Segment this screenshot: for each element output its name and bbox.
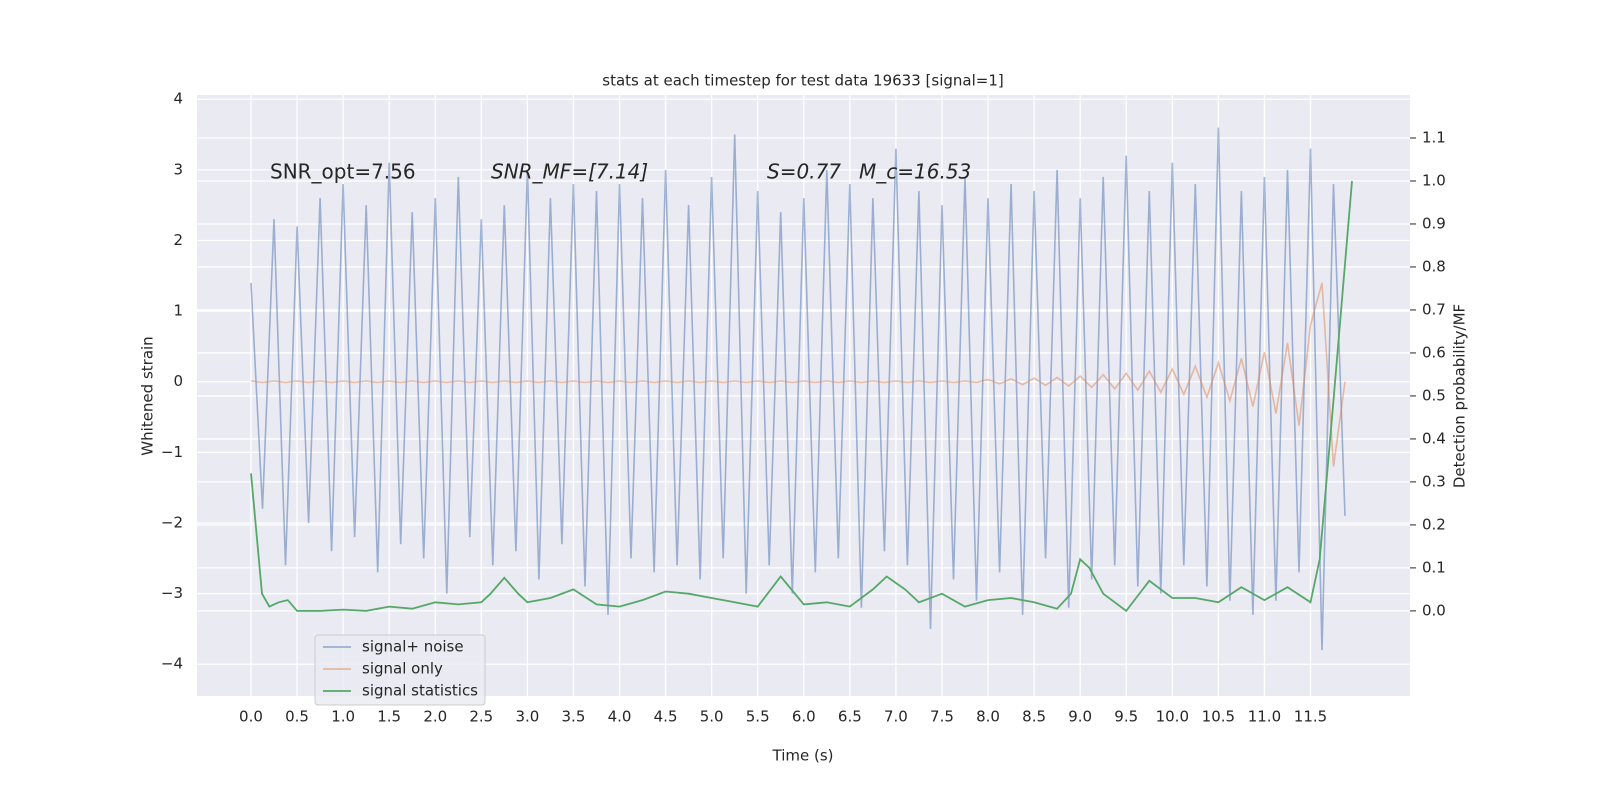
x-tick-label: 0.5 [285,708,309,726]
labels: 0.0 0.5 1.0 1.5 2.0 2.5 3.0 3.5 4.0 4.5 5.0 5.5 6.0 6… [161,90,1446,726]
legend-label: signal statistics [362,682,478,700]
x-tick-label: 6.0 [792,708,816,726]
y2-tick-label: 1.1 [1422,128,1446,146]
x-tick-label: 11.0 [1248,708,1281,726]
y-tick-label: 0 [173,372,183,390]
x-tick-label: 0.0 [239,708,263,726]
legend-label: signal+ noise [362,638,464,656]
x-tick-label: 10.5 [1202,708,1235,726]
y-tick-label: −1 [161,443,183,461]
x-tick-label: 2.5 [469,708,493,726]
legend-label: signal only [362,660,443,678]
marks [250,127,1353,651]
x-tick-label: 7.5 [930,708,954,726]
x-tick-label: 11.5 [1294,708,1327,726]
y2-tick-label: 0.9 [1422,214,1446,232]
y-tick-label: 1 [173,302,183,320]
y2-tick-label: 0.0 [1422,601,1446,619]
x-tick-label: 3.0 [515,708,539,726]
y2-tick-label: 0.6 [1422,343,1446,361]
y2-tick-label: 0.8 [1422,257,1446,275]
x-tick-label: 9.0 [1068,708,1092,726]
y2-axis-label: Detection probability/MF [1451,304,1469,488]
y-axis-label: Whitened strain [139,336,157,455]
x-tick-label: 10.0 [1156,708,1189,726]
annotation: S=0.77 [767,160,841,184]
y2-tick-label: 1.0 [1422,171,1446,189]
x-tick-label: 7.0 [884,708,908,726]
y2-tick-label: 0.2 [1422,515,1446,533]
legend-box [314,634,486,706]
y2-tick-label: 0.5 [1422,386,1446,404]
x-tick-label: 4.0 [608,708,632,726]
y2-tick-label: 0.1 [1422,558,1446,576]
x-tick-label: 8.0 [976,708,1000,726]
x-tick-label: 4.5 [654,708,678,726]
x-tick-label: 8.5 [1022,708,1046,726]
x-tick-label: 2.0 [423,708,447,726]
annotation: SNR_MF=[7.14] [491,160,648,184]
annotation: M_c=16.53 [859,160,971,184]
legend: signal+ noise signal only signal statistic… [314,634,486,706]
y-tick-label: 2 [173,231,183,249]
x-tick-label: 6.5 [838,708,862,726]
annotation: SNR_opt=7.56 [270,160,416,184]
series-line [250,180,1353,613]
x-tick-label: 5.5 [746,708,770,726]
y2-tick-label: 0.7 [1422,300,1446,318]
x-tick-label: 3.5 [562,708,586,726]
y-tick-label: −2 [161,513,183,531]
y-tick-label: 4 [173,90,183,108]
y-tick-label: 3 [173,160,183,178]
y2-tick-label: 0.3 [1422,472,1446,490]
series-line [250,282,1346,467]
x-tick-label: 1.5 [377,708,401,726]
x-tick-label: 9.5 [1114,708,1138,726]
x-tick-label: 5.0 [700,708,724,726]
y-tick-label: −4 [161,655,183,673]
series-line [250,127,1346,651]
x-axis-label: Time (s) [772,747,834,765]
chart-title: stats at each timestep for test data 196… [602,72,1003,90]
x-tick-label: 1.0 [331,708,355,726]
y2-tick-label: 0.4 [1422,429,1446,447]
y-tick-label: −3 [161,584,183,602]
